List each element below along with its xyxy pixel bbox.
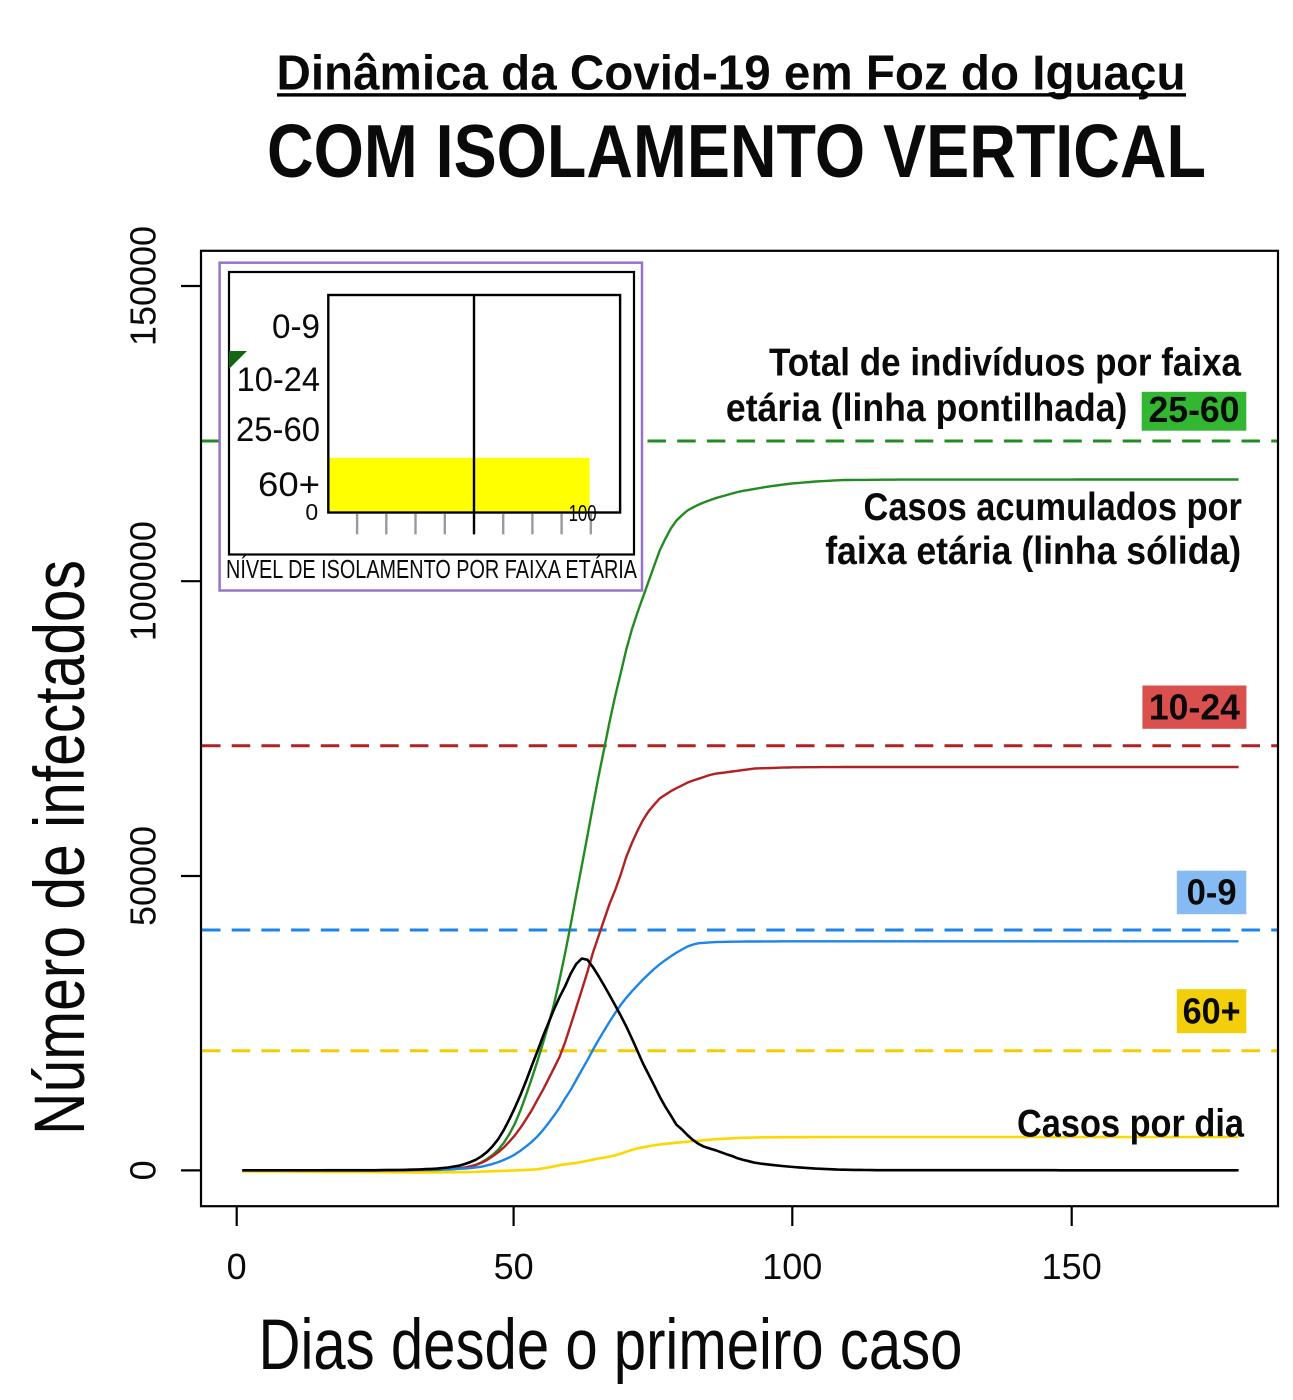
svg-text:Total de indivíduos por faixa: Total de indivíduos por faixa bbox=[769, 342, 1241, 385]
svg-text:COM ISOLAMENTO VERTICAL: COM ISOLAMENTO VERTICAL bbox=[267, 109, 1206, 193]
svg-text:25-60: 25-60 bbox=[1149, 389, 1240, 430]
svg-text:0: 0 bbox=[227, 1246, 247, 1287]
svg-text:25-60: 25-60 bbox=[236, 411, 320, 449]
svg-text:Número de infectados: Número de infectados bbox=[21, 560, 100, 1135]
svg-text:0: 0 bbox=[305, 499, 318, 525]
svg-text:100000: 100000 bbox=[123, 521, 164, 641]
svg-text:Casos acumulados por: Casos acumulados por bbox=[864, 486, 1242, 529]
svg-text:50: 50 bbox=[494, 1246, 534, 1287]
svg-text:0-9: 0-9 bbox=[1187, 872, 1237, 913]
svg-text:0: 0 bbox=[123, 1160, 164, 1180]
svg-text:150000: 150000 bbox=[123, 226, 164, 346]
svg-text:150: 150 bbox=[1042, 1246, 1102, 1287]
svg-text:60+: 60+ bbox=[258, 466, 320, 504]
svg-text:0-9: 0-9 bbox=[272, 308, 320, 346]
svg-text:100: 100 bbox=[762, 1246, 822, 1287]
svg-text:Dinâmica da Covid-19 em Foz do: Dinâmica da Covid-19 em Foz do Iguaçu bbox=[277, 47, 1186, 101]
svg-text:10-24: 10-24 bbox=[237, 361, 320, 399]
svg-text:NÍVEL DE ISOLAMENTO POR FAIXA: NÍVEL DE ISOLAMENTO POR FAIXA ETÁRIA bbox=[226, 554, 637, 584]
svg-text:100: 100 bbox=[569, 500, 597, 526]
svg-text:10-24: 10-24 bbox=[1149, 687, 1240, 728]
svg-text:faixa etária (linha sólida): faixa etária (linha sólida) bbox=[825, 530, 1241, 573]
svg-text:60+: 60+ bbox=[1183, 991, 1241, 1032]
svg-text:etária (linha pontilhada): etária (linha pontilhada) bbox=[726, 387, 1128, 430]
svg-text:Casos por dia: Casos por dia bbox=[1017, 1103, 1244, 1146]
svg-text:Dias desde o primeiro caso: Dias desde o primeiro caso bbox=[259, 1306, 963, 1385]
svg-text:50000: 50000 bbox=[123, 826, 164, 926]
